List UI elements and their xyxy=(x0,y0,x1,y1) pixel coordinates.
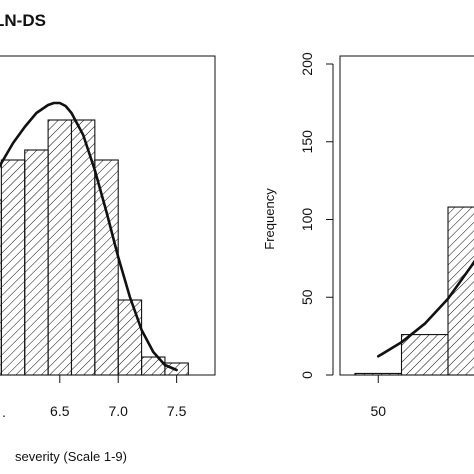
left-panel-title: LN-DS xyxy=(0,11,46,30)
right-y-tick-label-1: 0 xyxy=(299,371,315,379)
right-bar-1 xyxy=(354,372,403,376)
left-bar-7 xyxy=(117,299,143,376)
left-x-axis-label: severity (Scale 1-9) xyxy=(15,449,127,464)
right-bar-2 xyxy=(400,334,449,376)
right-y-tick-label-5: 200 xyxy=(299,52,315,76)
left-density-curve xyxy=(0,101,178,372)
left-histogram-panel: LN-DS 6.5 7.0 7.5 . severity (Scale 1-9) xyxy=(0,11,216,464)
left-bar-2 xyxy=(0,159,26,376)
right-y-axis-label: Frequency xyxy=(262,188,277,250)
right-bars-group xyxy=(354,206,474,376)
right-bar-3 xyxy=(447,206,474,376)
right-x-tick-label-1: 50 xyxy=(370,403,386,419)
left-x-tick-fragment: . xyxy=(2,404,6,420)
right-y-tick-label-2: 50 xyxy=(299,289,315,305)
left-bar-4 xyxy=(47,119,73,376)
left-bar-6 xyxy=(94,159,119,376)
right-y-tick-label-3: 100 xyxy=(299,208,315,232)
right-density-curve xyxy=(377,259,474,358)
left-x-tick-label-3: 7.5 xyxy=(167,403,187,419)
left-x-tick-label-2: 7.0 xyxy=(108,403,128,419)
left-x-tick-label-1: 6.5 xyxy=(50,403,70,419)
right-y-axis: 0 50 100 150 200 xyxy=(299,52,334,379)
left-bar-3 xyxy=(24,149,49,376)
left-bars-group xyxy=(0,119,189,376)
left-x-axis: 6.5 7.0 7.5 xyxy=(50,375,187,419)
right-y-tick-label-4: 150 xyxy=(299,130,315,154)
